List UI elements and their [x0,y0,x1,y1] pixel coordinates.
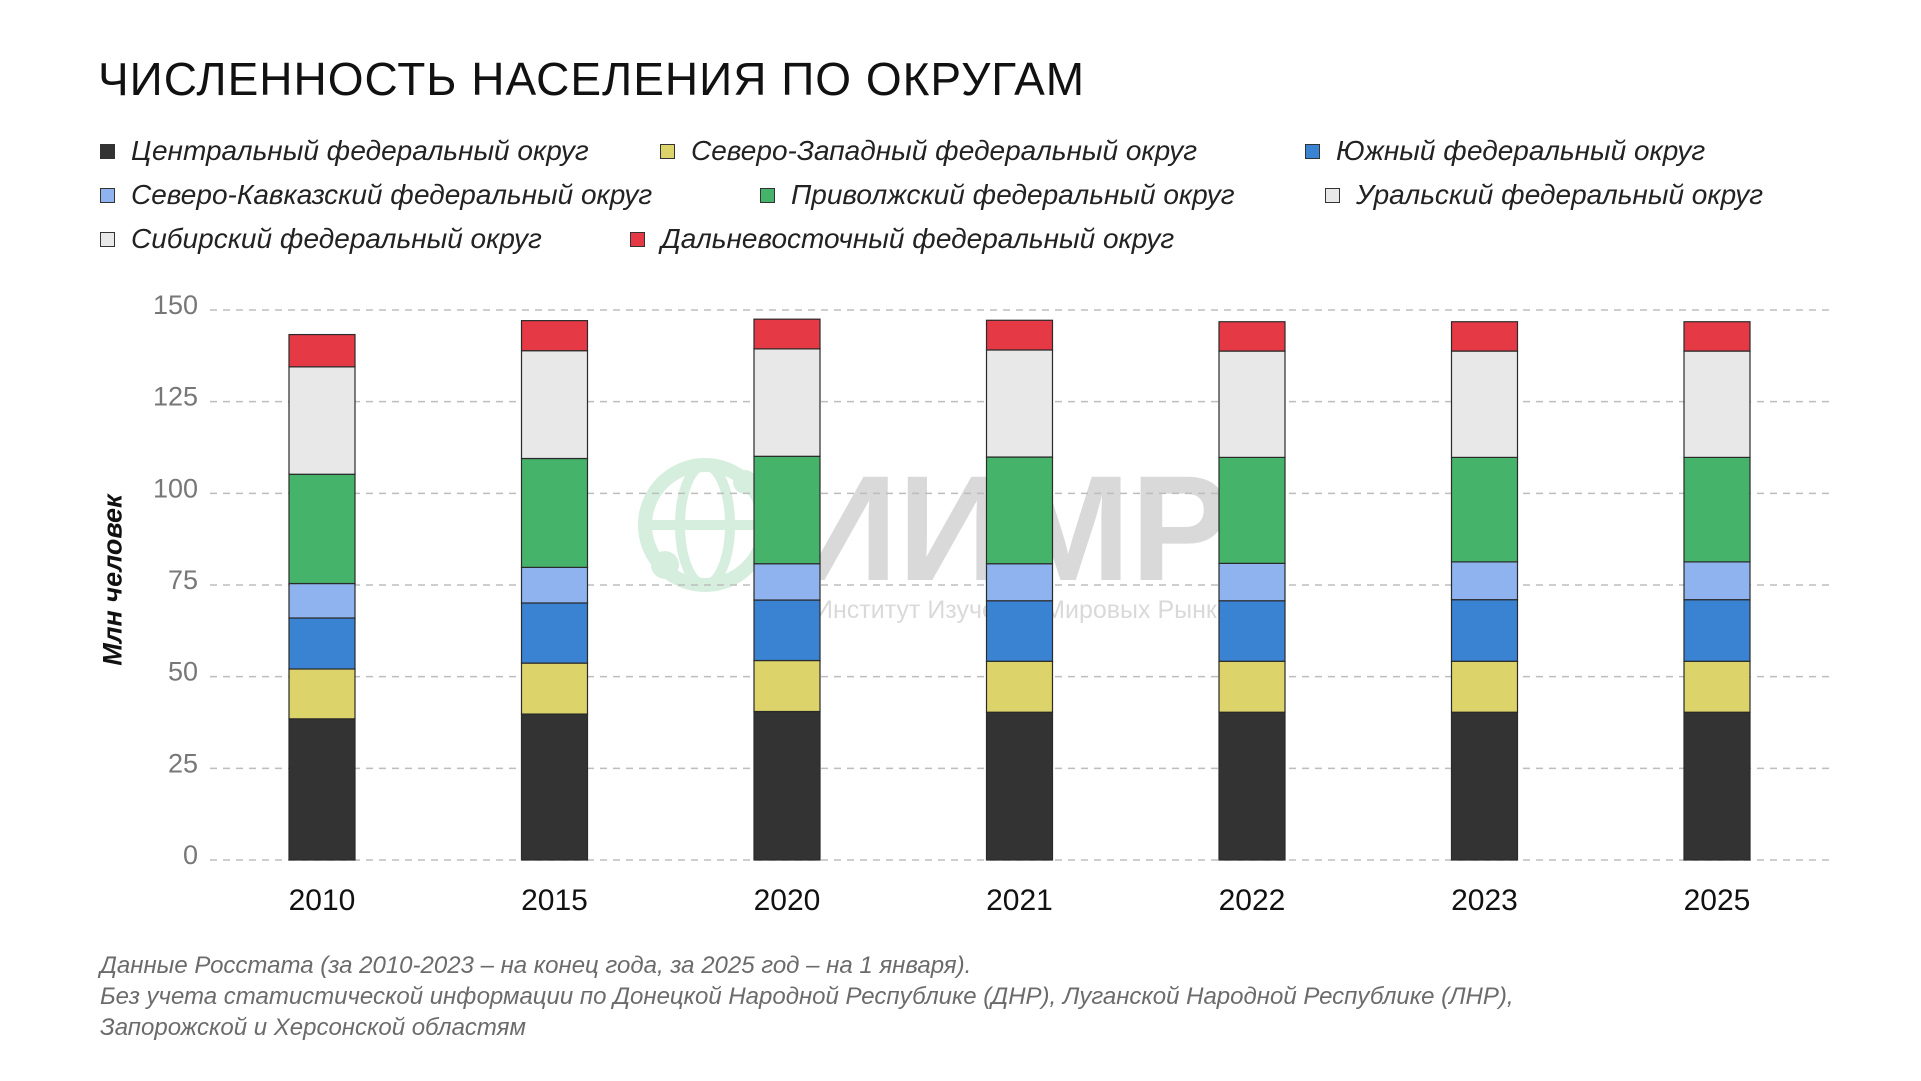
bar-segment [1683,321,1751,352]
legend-label: Сибирский федеральный округ [131,223,542,254]
legend-label: Южный федеральный округ [1336,135,1706,166]
legend-label: Приволжский федеральный округ [791,179,1235,210]
legend-swatch [630,231,645,247]
y-tick-label: 125 [153,382,198,412]
legend-swatch [660,143,675,159]
bar-segment [753,318,821,350]
bar-segment [1450,350,1519,459]
bar-segment [1218,456,1286,564]
bar-segment [288,582,356,619]
bar-segment [1683,711,1751,861]
bar-segment [1683,350,1751,459]
bar-segment [1683,561,1751,601]
bar-segment [753,659,821,713]
bar-segment [288,718,356,861]
legend-swatch [100,187,115,203]
x-tick-label: 2022 [1219,884,1286,917]
bar-segment [288,333,356,368]
legend-item: Уральский федеральный округ [1325,179,1763,211]
source-notes: Данные Росстата (за 2010-2023 – на конец… [100,950,1514,1043]
bar-segment [520,713,589,861]
note-line: Данные Росстата (за 2010-2023 – на конец… [100,952,972,979]
x-axis-ticks: 2010 2015 2020 2021 2022 2023 2025 [289,884,1751,917]
bar-segment [1218,321,1286,352]
globe-icon [638,458,772,592]
bar-segment [1683,456,1751,563]
bar-segment [520,320,589,352]
bar-segment [520,457,589,569]
bar-segment [1450,660,1519,713]
y-axis-ticks: 0 25 50 75 100 125 150 [153,290,198,870]
chart-title: Численность населения по округам [98,53,1086,105]
legend-swatch [100,143,115,159]
bar-segment [1450,599,1519,662]
bar-segment [753,563,821,601]
y-tick-label: 0 [183,840,198,870]
legend-swatch [100,231,115,247]
bar-segment [288,668,356,720]
bar-segment [985,711,1054,861]
x-tick-label: 2023 [1451,884,1518,917]
bar-segment [753,710,821,861]
bars [288,318,1751,861]
legend-swatch [760,187,775,203]
legend-item: Северо-Кавказский федеральный округ [100,179,652,211]
x-tick-label: 2021 [986,884,1053,917]
bar-segment [985,319,1054,351]
bar-segment [753,348,821,457]
y-tick-label: 75 [168,565,198,595]
bar-segment [520,566,589,604]
bar-segment [1218,660,1286,713]
watermark: ИИМР Институт Изучения Мировых Рынков [638,444,1244,624]
y-tick-label: 50 [168,657,198,687]
y-tick-label: 100 [153,473,198,503]
bar-segment [520,602,589,664]
y-axis-label: Млн человек [97,494,128,666]
legend-label: Северо-Западный федеральный округ [691,135,1198,166]
legend-item: Северо-Западный федеральный округ [660,135,1197,167]
legend-swatch [1325,187,1340,203]
bar-segment [985,456,1054,565]
bar-segment [1218,350,1286,459]
bar-segment [520,350,589,460]
x-tick-label: 2020 [754,884,821,917]
bar-segment [985,600,1054,662]
bar-segment [753,455,821,565]
bar-segment [985,349,1054,458]
bar-segment [520,662,589,715]
bar-segment [1683,660,1751,713]
bar-segment [288,473,356,585]
bar-segment [1218,711,1286,861]
legend-label: Северо-Кавказский федеральный округ [131,179,653,210]
legend-item: Приволжский федеральный округ [760,179,1235,211]
x-tick-label: 2015 [521,884,588,917]
bar-segment [1218,562,1286,602]
x-tick-label: 2010 [289,884,356,917]
bar-segment [288,366,356,475]
bar-segment [985,660,1054,713]
bar-segment [1450,711,1519,861]
legend-item: Дальневосточный федеральный округ [630,223,1174,255]
note-line: Без учета статистической информации по Д… [100,983,1514,1010]
legend-item: Центральный федеральный округ [100,135,589,167]
bar-segment [985,563,1054,602]
bar-segment [1218,600,1286,662]
bar-segment [1450,321,1519,352]
legend-item: Сибирский федеральный округ [100,223,542,255]
y-tick-label: 150 [153,290,198,320]
bar-segment [1450,561,1519,601]
x-tick-label: 2025 [1684,884,1751,917]
legend-label: Центральный федеральный округ [131,135,589,166]
legend-label: Уральский федеральный округ [1356,179,1764,210]
legend-label: Дальневосточный федеральный округ [661,223,1175,254]
legend-swatch [1305,143,1320,159]
bar-segment [1683,599,1751,662]
y-tick-label: 25 [168,748,198,778]
note-line: Запорожской и Херсонской областям [100,1014,526,1041]
legend-item: Южный федеральный округ [1305,135,1705,167]
bar-segment [1450,456,1519,563]
bar-segment [288,617,356,670]
bar-segment [753,599,821,662]
